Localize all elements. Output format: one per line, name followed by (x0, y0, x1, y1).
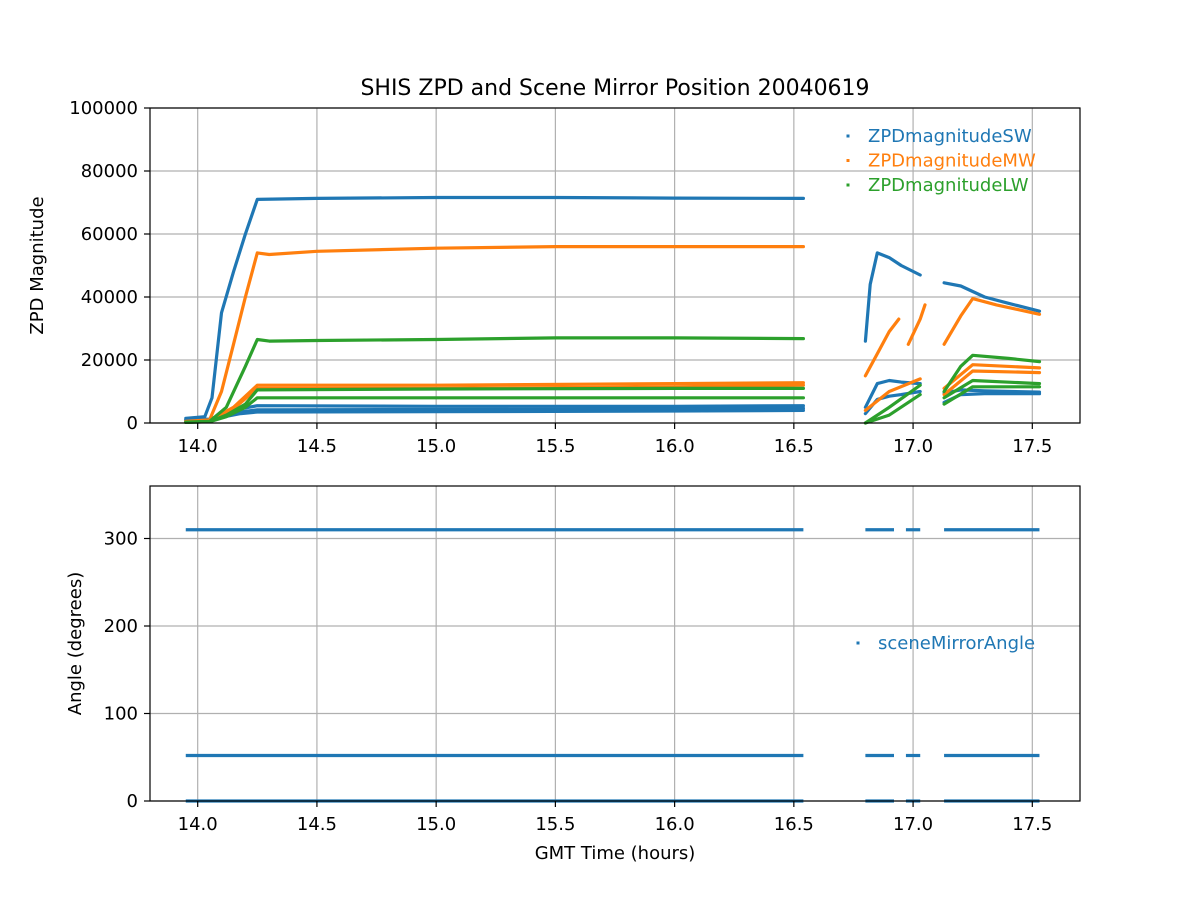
angle-x-tick-label: 15.0 (416, 814, 456, 835)
zpdmagnitudelw-trace (942, 378, 1042, 400)
zpd-x-tick-label: 15.0 (416, 436, 456, 457)
zpd-x-tick-label: 17.5 (1012, 436, 1052, 457)
zpd-x-tick-label: 16.0 (655, 436, 695, 457)
angle-x-tick-label: 14.0 (178, 814, 218, 835)
zpdmagnitudesw-trace (942, 281, 1042, 313)
legend-marker-zpdmagnitudelw (846, 183, 850, 187)
zpd-x-tick-label: 17.0 (893, 436, 933, 457)
angle-legend: sceneMirrorAngle (856, 633, 1035, 654)
legend-marker-scenemirrorangle (856, 641, 860, 645)
zpdmagnitudemw-trace (863, 377, 922, 412)
zpd-legend: ZPDmagnitudeSW ZPDmagnitudeMW ZPDmagnitude… (846, 126, 1036, 196)
series-zpdmagnitudelw (184, 336, 1042, 425)
legend-marker-zpdmagnitudesw (846, 134, 850, 138)
mirror-angle-panel: 14.0 14.5 15.0 15.5 16.0 16.5 17.0 17.5 0 100 200 3… (65, 485, 1081, 836)
legend-label-zpdmagnitudemw: ZPDmagnitudeMW (868, 151, 1036, 172)
zpd-y-tick-label: 20000 (81, 350, 138, 371)
angle-x-tick-label: 17.5 (1012, 814, 1052, 835)
zpdmagnitudelw-trace (863, 393, 922, 425)
chart-title: SHIS ZPD and Scene Mirror Position 20040… (360, 76, 869, 101)
zpd-x-tick-label: 16.5 (774, 436, 814, 457)
angle-y-tick-label: 0 (127, 791, 138, 812)
zpdmagnitudelw-trace (942, 353, 1042, 394)
zpd-y-tick-label: 60000 (81, 224, 138, 245)
angle-ticks: 14.0 14.5 15.0 15.5 16.0 16.5 17.0 17.5 0 100 200 3… (104, 529, 1053, 836)
angle-x-tick-label: 17.0 (893, 814, 933, 835)
legend-label-zpdmagnitudelw: ZPDmagnitudeLW (868, 175, 1029, 196)
zpd-y-tick-label: 0 (127, 413, 138, 434)
zpdmagnitudelw-trace (184, 336, 806, 424)
zpdmagnitudemw-trace (942, 369, 1042, 397)
legend-label-zpdmagnitudesw: ZPDmagnitudeSW (868, 126, 1032, 147)
zpdmagnitudemw-trace (863, 317, 901, 378)
zpdmagnitudemw-trace (184, 245, 806, 423)
zpdmagnitudemw-trace (942, 363, 1042, 390)
zpd-x-tick-label: 14.5 (297, 436, 337, 457)
angle-x-tick-label: 15.5 (535, 814, 575, 835)
zpd-y-tick-label: 40000 (81, 287, 138, 308)
zpd-x-tick-label: 14.0 (178, 436, 218, 457)
zpd-y-axis-label: ZPD Magnitude (27, 196, 48, 334)
zpdmagnitudelw-trace (863, 383, 922, 425)
zpdmagnitudesw-trace (184, 195, 806, 420)
angle-x-tick-label: 16.0 (655, 814, 695, 835)
zpdmagnitudelw-trace (184, 396, 806, 424)
angle-y-tick-label: 100 (104, 704, 138, 725)
zpd-y-tick-label: 80000 (81, 161, 138, 182)
zpd-x-tick-label: 15.5 (535, 436, 575, 457)
zpd-ticks: 14.0 14.5 15.0 15.5 16.0 16.5 17.0 17.5 0 20000 40… (69, 98, 1052, 457)
angle-y-tick-label: 300 (104, 529, 138, 550)
angle-y-axis-label: Angle (degrees) (65, 572, 86, 715)
angle-y-tick-label: 200 (104, 616, 138, 637)
zpdmagnitudesw-trace (863, 251, 922, 343)
legend-label-scenemirrorangle: sceneMirrorAngle (878, 633, 1035, 654)
zpdmagnitudemw-trace (942, 297, 1042, 346)
zpd-plot-frame (149, 107, 1081, 424)
zpd-magnitude-panel: 14.0 14.5 15.0 15.5 16.0 16.5 17.0 17.5 0 20000 40… (27, 98, 1081, 457)
angle-x-tick-label: 16.5 (774, 814, 814, 835)
zpdmagnitudemw-trace (906, 303, 927, 346)
angle-x-tick-label: 14.5 (297, 814, 337, 835)
angle-plot-frame (149, 485, 1081, 802)
zpd-y-tick-label: 100000 (69, 98, 138, 119)
legend-marker-zpdmagnitudemw (846, 159, 850, 162)
x-axis-label: GMT Time (hours) (535, 843, 696, 864)
zpd-data-points (184, 195, 1042, 425)
zpdmagnitudelw-trace (942, 385, 1042, 406)
